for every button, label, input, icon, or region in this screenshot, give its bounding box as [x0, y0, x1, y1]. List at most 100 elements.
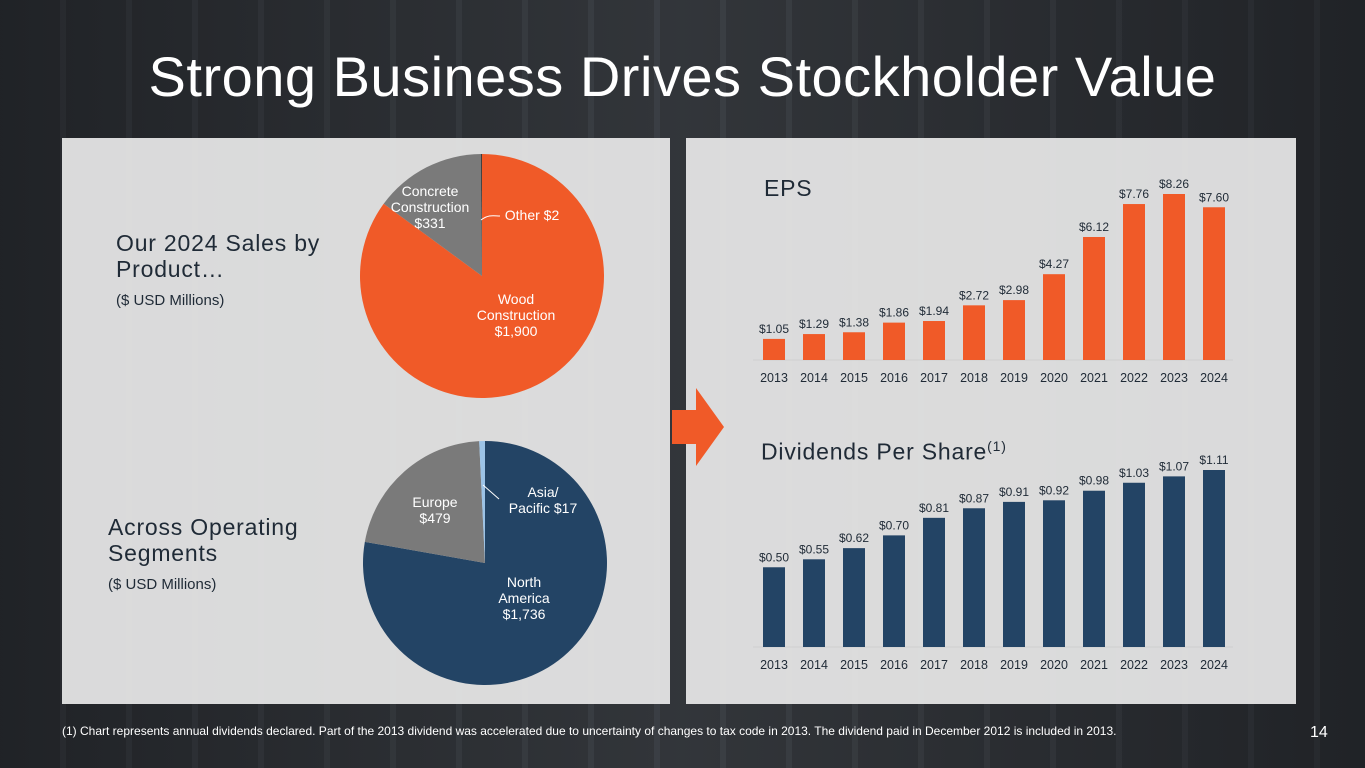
sales-pie-slice-wood-construction: [359, 154, 604, 398]
segments-pie-leader-line: [482, 484, 500, 500]
dps-value-label-2013: $0.50: [759, 550, 789, 564]
sales-pie-slice-other: [481, 154, 482, 276]
dps-tick-2019: 2019: [1000, 658, 1028, 672]
dps-tick-2017: 2017: [920, 658, 948, 672]
dps-bar-2020: [1043, 500, 1065, 647]
dps-bar-2023: [1163, 476, 1185, 647]
eps-value-label-2024: $7.60: [1199, 190, 1229, 204]
eps-value-label-2019: $2.98: [999, 283, 1029, 297]
eps-tick-2020: 2020: [1040, 371, 1068, 385]
sales-pie-slice-concrete-construction: [383, 154, 482, 276]
sales-pie-label-0: Wood Construction $1,900: [477, 291, 556, 339]
dps-title-footnote-marker: (1): [987, 438, 1007, 454]
dps-bar-2015: [843, 548, 865, 647]
segments-heading: Across Operating Segments: [108, 514, 299, 566]
eps-tick-2018: 2018: [960, 371, 988, 385]
sales-pie-chart: Wood Construction $1,900 Concrete Constructi…: [359, 154, 604, 398]
eps-bar-2016: [883, 322, 905, 360]
eps-value-label-2017: $1.94: [919, 304, 949, 318]
segments-pie-slice-europe: [364, 441, 485, 563]
eps-bar-chart: $1.05 2013 $1.29 2014 $1.38 2015 $1.86 2016 $1.9…: [753, 177, 1233, 385]
eps-tick-2021: 2021: [1080, 371, 1108, 385]
dps-bar-2019: [1003, 501, 1025, 647]
segments-unit: ($ USD Millions): [108, 576, 217, 593]
eps-tick-2013: 2013: [760, 371, 788, 385]
slide-title: Strong Business Drives Stockholder Value: [148, 45, 1217, 108]
dps-tick-2014: 2014: [800, 658, 828, 672]
dps-value-label-2018: $0.87: [959, 491, 989, 505]
eps-value-label-2022: $7.76: [1119, 187, 1149, 201]
dps-tick-2024: 2024: [1200, 658, 1228, 672]
eps-tick-2019: 2019: [1000, 371, 1028, 385]
segments-pie-chart: North America $1,736 Europe $479 Asia/Pacific…: [363, 441, 607, 685]
eps-value-label-2015: $1.38: [839, 315, 869, 329]
dps-tick-2015: 2015: [840, 658, 868, 672]
eps-bar-2015: [843, 332, 865, 360]
eps-tick-2022: 2022: [1120, 371, 1148, 385]
dps-bar-2024: [1203, 470, 1225, 647]
eps-tick-2017: 2017: [920, 371, 948, 385]
dps-tick-2020: 2020: [1040, 658, 1068, 672]
dps-value-label-2024: $1.11: [1199, 453, 1228, 467]
dps-tick-2023: 2023: [1160, 658, 1188, 672]
eps-tick-2016: 2016: [880, 371, 908, 385]
eps-value-label-2023: $8.26: [1159, 177, 1189, 191]
eps-bar-2024: [1203, 207, 1225, 360]
dps-tick-2022: 2022: [1120, 658, 1148, 672]
eps-bar-2017: [923, 321, 945, 360]
segments-pie-slice-asia-pacific: [479, 441, 485, 563]
eps-bar-2013: [763, 338, 785, 360]
eps-value-label-2014: $1.29: [799, 317, 829, 331]
segments-pie-label-0: North America $1,736: [498, 574, 550, 622]
eps-bar-2018: [963, 305, 985, 360]
eps-bar-2020: [1043, 274, 1065, 360]
dps-tick-2013: 2013: [760, 658, 788, 672]
eps-tick-2015: 2015: [840, 371, 868, 385]
dps-tick-2018: 2018: [960, 658, 988, 672]
dps-bar-2013: [763, 567, 785, 647]
dps-value-label-2014: $0.55: [799, 542, 829, 556]
eps-tick-2024: 2024: [1200, 371, 1228, 385]
dps-value-label-2020: $0.92: [1039, 483, 1069, 497]
segments-pie-label-1: Europe $479: [412, 494, 457, 526]
eps-bar-2014: [803, 334, 825, 360]
eps-value-label-2013: $1.05: [759, 322, 789, 336]
dps-bar-2022: [1123, 482, 1145, 647]
sales-heading: Our 2024 Sales by Product…: [116, 230, 321, 282]
dps-tick-2016: 2016: [880, 658, 908, 672]
sales-pie-label-1: Concrete Construction $331: [391, 183, 470, 231]
eps-value-label-2016: $1.86: [879, 306, 909, 320]
dps-bar-2014: [803, 559, 825, 647]
right-arrow-icon: [672, 388, 724, 466]
sales-pie-label-2: Other $2: [505, 207, 560, 223]
dps-value-label-2016: $0.70: [879, 518, 909, 532]
footnote: (1) Chart represents annual dividends de…: [62, 724, 1117, 738]
segments-pie-label-2: Asia/Pacific $17: [509, 484, 578, 516]
sales-pie-leader-line: [480, 215, 501, 221]
dps-tick-2021: 2021: [1080, 658, 1108, 672]
dps-bar-2018: [963, 508, 985, 647]
eps-title: EPS: [764, 175, 813, 201]
eps-tick-2014: 2014: [800, 371, 828, 385]
dps-value-label-2023: $1.07: [1159, 459, 1189, 473]
eps-bar-2022: [1123, 204, 1145, 360]
dps-value-label-2022: $1.03: [1119, 466, 1149, 480]
dps-title: Dividends Per Share(1): [761, 438, 1007, 466]
dps-bar-2017: [923, 517, 945, 647]
eps-value-label-2018: $2.72: [959, 288, 989, 302]
dps-bar-2021: [1083, 490, 1105, 647]
dps-value-label-2019: $0.91: [999, 485, 1029, 499]
sales-unit: ($ USD Millions): [116, 292, 225, 309]
eps-bar-2019: [1003, 300, 1025, 360]
eps-bar-2023: [1163, 194, 1185, 360]
dps-bar-2016: [883, 535, 905, 647]
right-panel: [686, 138, 1296, 704]
page-number: 14: [1310, 724, 1328, 741]
dps-title-text: Dividends Per Share: [761, 438, 988, 465]
eps-bar-2021: [1083, 237, 1105, 360]
dividends-bar-chart: $0.50 2013 $0.55 2014 $0.62 2015 $0.70 2016 $0.8…: [753, 453, 1233, 672]
eps-value-label-2021: $6.12: [1079, 220, 1109, 234]
eps-tick-2023: 2023: [1160, 371, 1188, 385]
dps-value-label-2015: $0.62: [839, 531, 869, 545]
dps-value-label-2021: $0.98: [1079, 474, 1109, 488]
